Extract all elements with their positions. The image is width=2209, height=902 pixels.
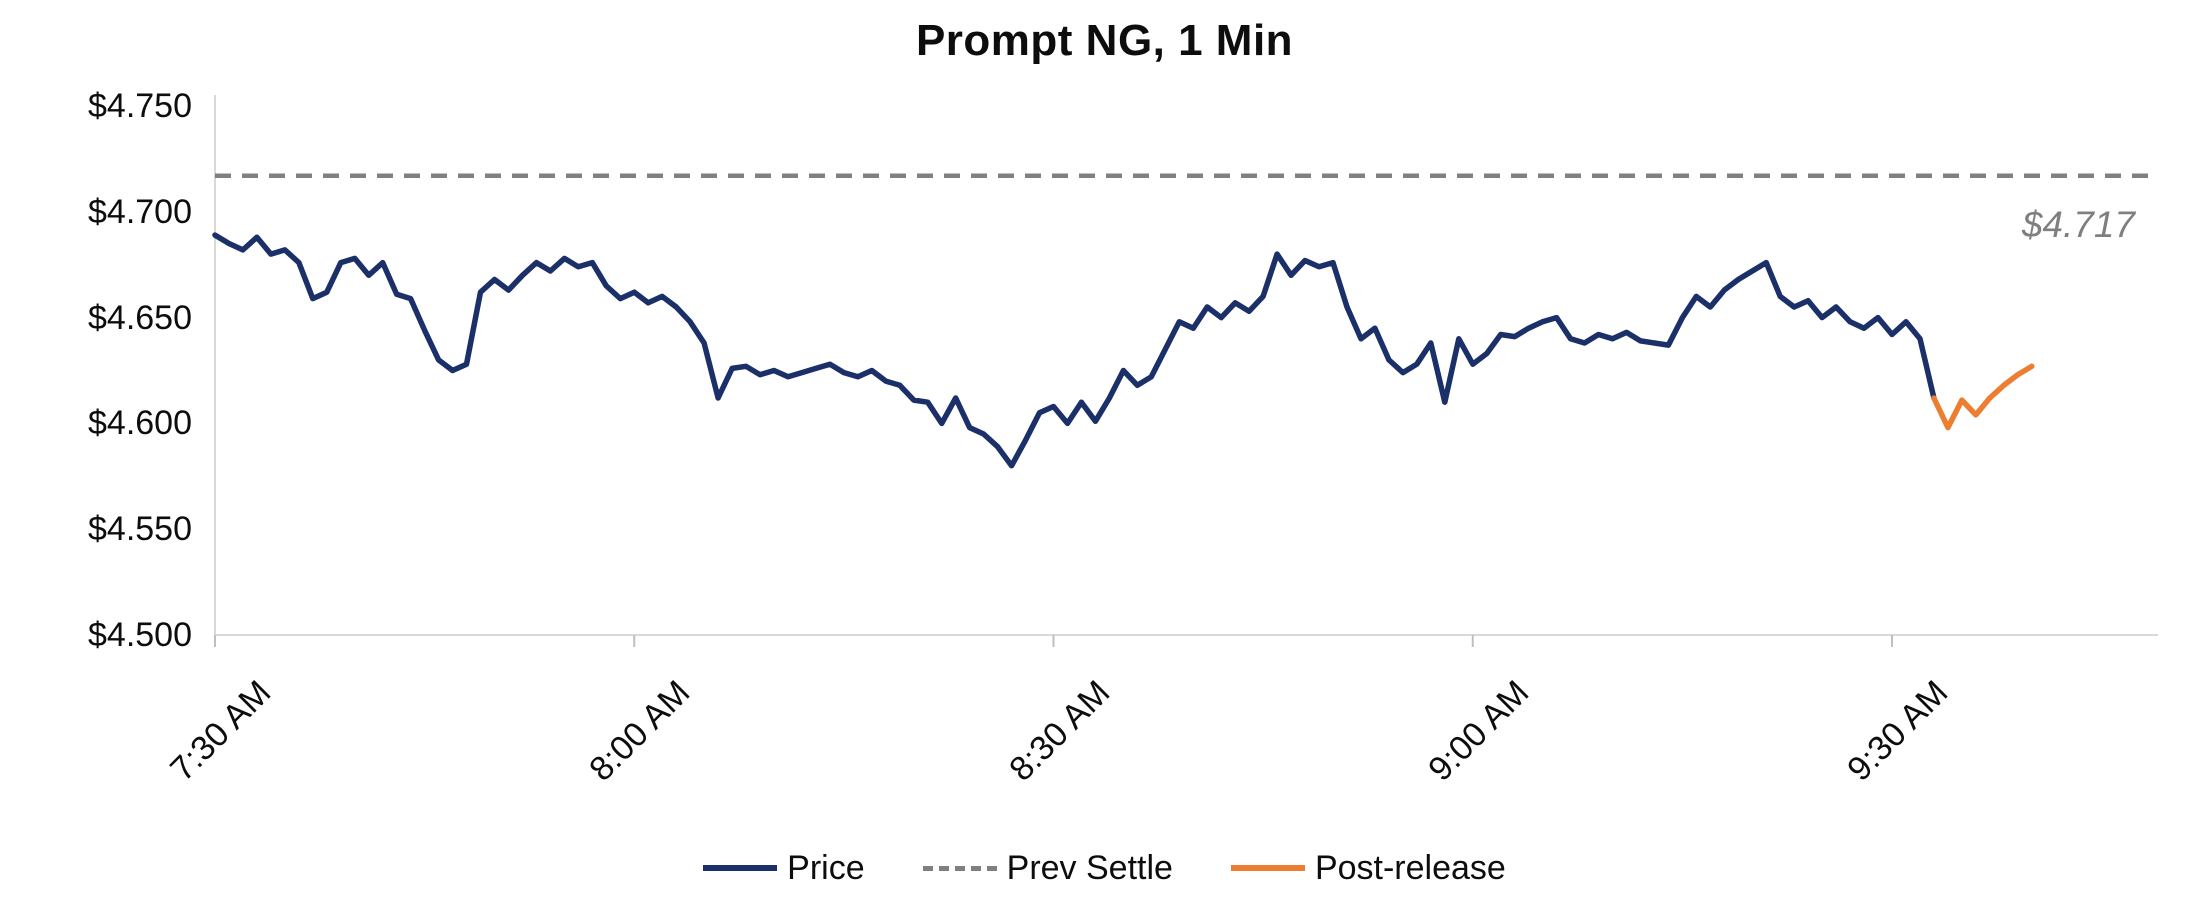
x-tick-marks: [214, 635, 1893, 647]
y-axis-label: $4.500: [88, 616, 192, 654]
legend-item-prev-settle: Prev Settle: [922, 846, 1173, 890]
legend-label: Price: [787, 848, 865, 887]
legend-label: Prev Settle: [1006, 848, 1173, 887]
y-axis-label: $4.550: [88, 510, 192, 548]
legend-label: Post-release: [1314, 848, 1506, 887]
legend-swatch-line-icon: [1230, 865, 1305, 871]
price-line: [212, 232, 1937, 469]
legend: Price Prev Settle Post-release: [0, 846, 2209, 890]
legend-swatch-line-icon: [703, 865, 778, 871]
y-axis-label: $4.600: [88, 404, 192, 442]
post-release-line: [1931, 363, 2035, 431]
prev-settle-annotation: $4.717: [2021, 204, 2135, 245]
chart-title: Prompt NG, 1 Min: [915, 16, 1294, 65]
legend-swatch-dashed-line-icon: [922, 865, 997, 871]
y-axis-label: $4.750: [88, 87, 192, 125]
legend-item-post-release: Post-release: [1230, 846, 1506, 890]
y-axis-label: $4.700: [88, 193, 192, 231]
y-axis-label: $4.650: [88, 299, 192, 337]
legend-item-price: Price: [703, 846, 865, 890]
